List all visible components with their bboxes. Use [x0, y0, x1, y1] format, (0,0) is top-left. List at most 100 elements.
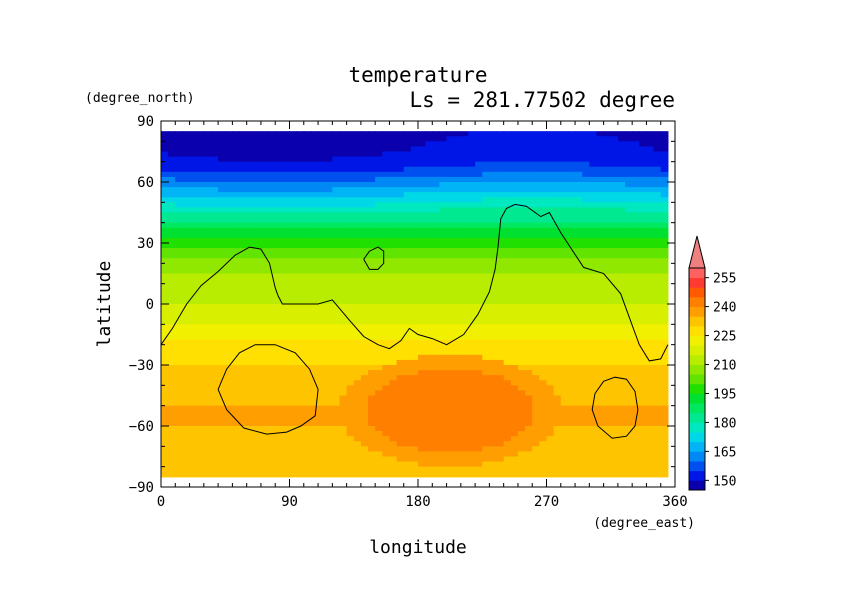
field-cell	[161, 334, 169, 341]
field-cell	[232, 365, 241, 371]
colorbar-tick-label: 150	[713, 474, 736, 489]
field-cell	[239, 365, 248, 371]
field-cell	[360, 344, 369, 351]
field-cell	[353, 171, 362, 178]
field-cell	[303, 237, 312, 244]
field-cell	[218, 319, 226, 325]
field-cell	[567, 171, 576, 178]
field-cell	[203, 441, 212, 447]
field-cell	[653, 420, 662, 427]
field-cell	[610, 426, 619, 432]
field-cell	[332, 161, 341, 168]
field-cell	[232, 263, 241, 270]
field-cell	[325, 166, 333, 173]
field-cell	[225, 441, 233, 447]
field-cell	[496, 293, 505, 300]
field-cell	[260, 354, 269, 361]
field-cell	[646, 293, 655, 300]
field-cell	[632, 426, 640, 432]
field-cell	[632, 339, 640, 346]
field-cell	[617, 136, 626, 142]
field-cell	[239, 471, 248, 478]
field-cell	[460, 319, 469, 325]
field-cell	[368, 161, 376, 168]
field-cell	[332, 202, 341, 209]
field-cell	[260, 258, 269, 264]
field-cell	[296, 182, 305, 188]
field-cell	[546, 405, 555, 412]
field-cell	[446, 136, 455, 142]
field-cell	[275, 156, 283, 163]
field-cell	[382, 222, 391, 229]
field-cell	[589, 314, 598, 320]
field-cell	[246, 253, 255, 259]
field-cell	[496, 156, 505, 163]
field-cell	[161, 176, 169, 183]
field-cell	[475, 166, 483, 173]
field-cell	[418, 136, 426, 142]
field-cell	[567, 446, 576, 453]
field-cell	[168, 405, 176, 412]
field-cell	[232, 176, 241, 183]
field-cell	[410, 166, 419, 173]
field-cell	[460, 212, 469, 219]
field-cell	[553, 151, 562, 158]
colorbar-bin	[689, 461, 705, 472]
field-cell	[475, 176, 483, 183]
field-cell	[603, 197, 612, 203]
field-cell	[346, 268, 355, 275]
field-cell	[525, 283, 533, 290]
field-cell	[560, 461, 569, 468]
field-cell	[368, 471, 376, 478]
field-cell	[439, 405, 448, 412]
field-cell	[553, 329, 562, 336]
field-cell	[475, 339, 483, 346]
field-cell	[517, 192, 526, 198]
field-cell	[639, 456, 648, 463]
field-cell	[332, 248, 341, 254]
field-cell	[260, 161, 269, 168]
field-cell	[560, 405, 569, 412]
field-cell	[418, 207, 426, 214]
field-cell	[353, 166, 362, 173]
field-cell	[617, 324, 626, 331]
field-cell	[239, 431, 248, 437]
field-cell	[375, 258, 383, 264]
field-cell	[382, 385, 391, 392]
field-cell	[639, 197, 648, 203]
field-cell	[660, 314, 669, 320]
field-cell	[210, 176, 219, 183]
field-cell	[196, 171, 205, 178]
field-cell	[175, 263, 184, 270]
field-cell	[539, 471, 548, 478]
field-cell	[575, 217, 583, 224]
field-cell	[403, 207, 412, 214]
field-cell	[567, 202, 576, 209]
field-cell	[182, 268, 191, 275]
field-cell	[460, 283, 469, 290]
field-cell	[189, 232, 198, 239]
field-cell	[203, 324, 212, 331]
field-cell	[467, 161, 476, 168]
field-cell	[210, 298, 219, 305]
field-cell	[289, 344, 298, 351]
field-cell	[168, 370, 176, 376]
field-cell	[575, 222, 583, 229]
field-cell	[446, 319, 455, 325]
field-cell	[203, 446, 212, 453]
field-cell	[210, 141, 219, 148]
field-cell	[318, 324, 326, 331]
field-cell	[246, 359, 255, 366]
field-cell	[525, 375, 533, 381]
field-cell	[560, 288, 569, 295]
field-cell	[239, 426, 248, 432]
field-cell	[332, 253, 341, 259]
field-cell	[467, 258, 476, 264]
field-cell	[325, 390, 333, 397]
field-cell	[496, 309, 505, 315]
field-cell	[467, 146, 476, 153]
field-cell	[475, 146, 483, 153]
field-cell	[532, 176, 540, 183]
field-cell	[575, 380, 583, 386]
field-cell	[318, 395, 326, 402]
